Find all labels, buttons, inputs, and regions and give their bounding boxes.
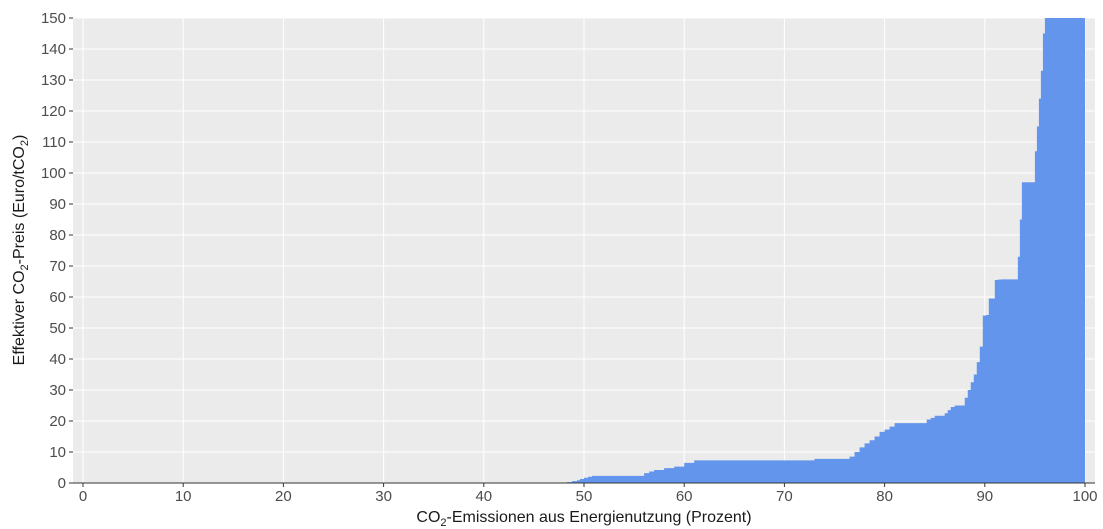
- x-tick-label: 70: [776, 488, 793, 505]
- co2-price-area: [83, 18, 1085, 483]
- y-tick-label: 0: [58, 475, 66, 492]
- y-tick-label: 90: [49, 196, 66, 213]
- x-tick-label: 20: [275, 488, 292, 505]
- x-tick-label: 60: [676, 488, 693, 505]
- x-tick-label: 10: [175, 488, 192, 505]
- y-tick-label: 20: [49, 413, 66, 430]
- x-tick-label: 30: [375, 488, 392, 505]
- x-tick-label: 0: [79, 488, 87, 505]
- y-tick-label: 110: [42, 134, 66, 151]
- y-tick-label: 30: [49, 382, 66, 399]
- y-tick-label: 50: [49, 320, 66, 337]
- y-tick-label: 80: [49, 227, 66, 244]
- x-tick-label: 50: [576, 488, 593, 505]
- y-tick-label: 100: [41, 165, 66, 182]
- y-tick-label: 60: [49, 289, 66, 306]
- y-tick-label: 150: [41, 10, 66, 27]
- gridlines: [73, 17, 1095, 484]
- x-tick-label: 40: [475, 488, 492, 505]
- y-tick-label: 120: [41, 103, 66, 120]
- x-tick-label: 80: [876, 488, 893, 505]
- y-tick-label: 140: [41, 41, 66, 58]
- y-axis-ticks: 0 10 20 30 40 50 60 70 80 90 100 110 120 130 140 150: [41, 10, 73, 492]
- y-axis-title: Effektiver CO2-Preis (Euro/tCO2): [11, 135, 31, 366]
- x-tick-label: 90: [976, 488, 993, 505]
- x-tick-label: 100: [1072, 488, 1097, 505]
- x-axis-title: CO2-Emissionen aus Energienutzung (Proze…: [416, 509, 751, 529]
- x-axis-ticks: 0 10 20 30 40 50 60 70 80 90 100: [79, 483, 1098, 505]
- y-tick-label: 70: [49, 258, 66, 275]
- y-tick-label: 40: [49, 351, 66, 368]
- y-tick-label: 130: [41, 72, 66, 89]
- y-tick-label: 10: [49, 444, 66, 461]
